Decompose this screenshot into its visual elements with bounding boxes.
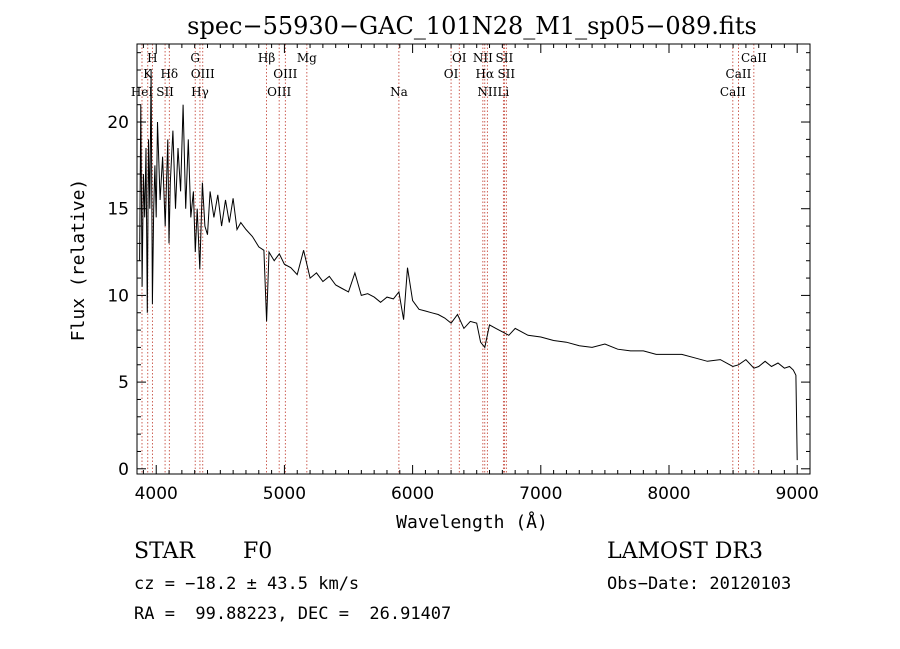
marker-label-20: Li (497, 85, 509, 99)
marker-label-6: OIII (191, 67, 215, 81)
marker-label-18: SII (496, 51, 514, 65)
marker-label-21: CaII (741, 51, 767, 65)
marker-label-11: Mg (297, 51, 317, 65)
x-axis-ticks: 4000 5000 6000 7000 8000 9000 (135, 44, 819, 504)
marker-label-9: OIII (273, 67, 297, 81)
marker-label-22: CaII (726, 67, 752, 81)
y-tick-label-10: 10 (107, 286, 129, 306)
marker-label-14: OI (444, 67, 459, 81)
marker-label-2: K (143, 67, 153, 81)
plot-frame (136, 43, 811, 475)
x-tick-label-4000: 4000 (135, 484, 178, 504)
spectrum-chart: HeIHKSIIHδGOIIIHγHβOIIIOIIIMgNaOIOINIINI… (68, 12, 819, 533)
line-markers (141, 44, 755, 474)
coordinates: RA = 99.88223, DEC = 26.91407 (134, 604, 452, 624)
spectrum-series-line (139, 69, 798, 461)
marker-label-15: NII (473, 51, 493, 65)
x-tick-label-7000: 7000 (519, 484, 562, 504)
x-tick-label-9000: 9000 (776, 484, 819, 504)
x-axis-label: Wavelength (Å) (396, 511, 548, 533)
object-subclass: F0 (243, 539, 273, 564)
marker-label-13: OI (452, 51, 467, 65)
y-axis-label: Flux (relative) (68, 179, 89, 342)
marker-label-23: CaII (720, 85, 746, 99)
marker-label-3: SII (156, 85, 174, 99)
y-tick-label-5: 5 (118, 373, 129, 393)
line-marker-labels: HeIHKSIIHδGOIIIHγHβOIIIOIIIMgNaOIOINIINI… (131, 51, 767, 99)
observation-date: Obs−Date: 20120103 (607, 574, 792, 594)
chart-title: spec−55930−GAC_101N28_M1_sp05−089.fits (187, 12, 757, 40)
object-class: STAR (134, 539, 195, 564)
y-axis-ticks: 0 5 10 15 20 (107, 52, 810, 480)
x-tick-label-8000: 8000 (647, 484, 690, 504)
y-tick-label-20: 20 (107, 113, 129, 133)
y-tick-label-15: 15 (107, 200, 129, 220)
marker-label-19: SII (497, 67, 515, 81)
x-tick-label-6000: 6000 (391, 484, 434, 504)
marker-label-4: Hδ (160, 67, 178, 81)
marker-label-12: Na (390, 85, 408, 99)
marker-label-17: Hα (475, 67, 494, 81)
redshift-cz: cz = −18.2 ± 43.5 km/s (134, 574, 360, 594)
survey-name: LAMOST DR3 (607, 539, 763, 564)
marker-label-16: NII (477, 85, 497, 99)
marker-label-5: G (190, 51, 200, 65)
marker-label-1: H (147, 51, 157, 65)
marker-label-8: Hβ (258, 51, 275, 65)
marker-label-7: Hγ (191, 85, 209, 99)
marker-label-0: HeI (131, 85, 154, 99)
y-tick-label-0: 0 (118, 460, 129, 480)
marker-label-10: OIII (267, 85, 291, 99)
x-tick-label-5000: 5000 (263, 484, 306, 504)
